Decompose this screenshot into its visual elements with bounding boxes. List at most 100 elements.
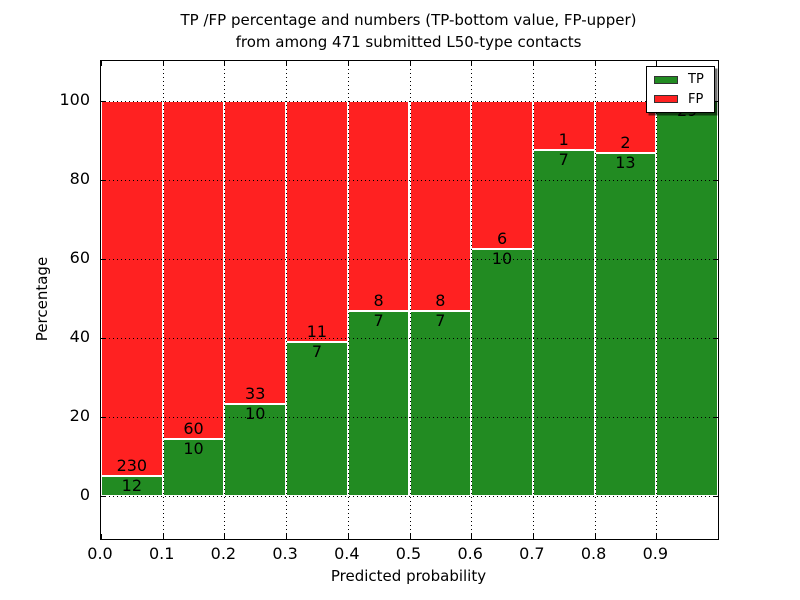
fp-color-swatch xyxy=(654,95,678,104)
gridline-vertical xyxy=(594,61,596,539)
tp-count-label: 10 xyxy=(491,248,513,268)
x-tick-label: 0.3 xyxy=(272,544,298,563)
bar-segment-fp xyxy=(471,100,533,249)
fp-count-label: 8 xyxy=(435,291,446,311)
bar-segment-tp xyxy=(224,403,287,496)
bar-segment-tp xyxy=(347,311,410,496)
bar-segment-tp xyxy=(656,100,718,496)
legend-label-tp: TP xyxy=(688,72,704,88)
y-tick-label: 80 xyxy=(69,168,90,188)
legend-item-tp: TP xyxy=(654,73,707,86)
bar-segment-fp xyxy=(347,100,410,312)
x-tick-mark xyxy=(532,534,534,539)
x-tick-mark xyxy=(347,534,349,539)
x-tick-label: 0.2 xyxy=(210,544,237,563)
tp-count-label: 7 xyxy=(311,341,323,361)
gridline-vertical xyxy=(409,61,411,539)
tp-count-label: 10 xyxy=(183,439,204,459)
y-tick-mark xyxy=(101,179,106,181)
x-tick-label: 0.9 xyxy=(642,544,669,563)
y-tick-mark xyxy=(101,258,106,260)
x-tick-mark xyxy=(101,534,102,539)
x-tick-mark xyxy=(594,534,596,539)
bar-segment-fp xyxy=(224,100,287,404)
bar-segment-fp xyxy=(409,100,472,312)
x-tick-label: 0.1 xyxy=(148,544,175,563)
x-tick-mark xyxy=(286,534,288,539)
y-tick-mark xyxy=(713,495,718,497)
gridline-vertical xyxy=(162,61,164,539)
x-axis-label: Predicted probability xyxy=(330,567,487,585)
bar-segment-tp xyxy=(162,439,225,496)
x-tick-mark xyxy=(656,534,658,539)
plot-area: 230126010331011787876101721329 xyxy=(100,60,719,540)
y-tick-label: 40 xyxy=(69,326,90,346)
gridline-vertical xyxy=(471,61,473,539)
x-tick-mark xyxy=(409,61,411,66)
x-tick-label: 0.8 xyxy=(580,544,607,563)
tp-color-swatch xyxy=(654,75,678,84)
x-tick-label: 0.6 xyxy=(457,544,483,563)
fp-count-label: 60 xyxy=(183,419,204,439)
y-tick-mark xyxy=(713,416,718,418)
legend-label-fp: FP xyxy=(688,91,704,107)
x-tick-mark xyxy=(594,61,596,66)
y-tick-mark xyxy=(101,100,106,102)
fp-count-label: 2 xyxy=(620,133,631,153)
x-tick-mark xyxy=(471,534,473,539)
bar-segment-fp xyxy=(532,100,595,150)
tp-count-label: 7 xyxy=(558,149,569,169)
fp-count-label: 6 xyxy=(496,228,508,248)
x-tick-mark xyxy=(532,61,534,66)
x-tick-label: 0.5 xyxy=(395,544,422,563)
x-tick-mark xyxy=(409,534,411,539)
x-tick-mark xyxy=(224,61,226,66)
x-tick-label: 0.0 xyxy=(87,544,113,563)
x-tick-mark xyxy=(101,61,102,66)
y-tick-mark xyxy=(713,337,718,339)
y-tick-mark xyxy=(713,100,718,102)
y-tick-mark xyxy=(713,179,718,181)
bar-segment-fp xyxy=(286,100,348,342)
chart-title-line1: TP /FP percentage and numbers (TP-bottom… xyxy=(180,11,637,29)
bar-segment-tp xyxy=(594,153,657,496)
tp-count-label: 12 xyxy=(121,475,143,495)
bar-segment-tp xyxy=(532,149,595,496)
bar-segment-tp xyxy=(286,341,348,496)
y-tick-label: 0 xyxy=(79,484,90,504)
fp-count-label: 1 xyxy=(558,129,569,149)
x-tick-mark xyxy=(656,61,658,66)
y-tick-mark xyxy=(713,258,718,260)
bar-segment-tp xyxy=(101,475,163,496)
chart-title-line2: from among 471 submitted L50-type contac… xyxy=(235,33,582,51)
y-tick-label: 100 xyxy=(59,89,90,109)
y-tick-mark xyxy=(101,495,106,497)
gridline-vertical xyxy=(347,61,349,539)
fp-count-label: 8 xyxy=(373,291,384,311)
bar-segment-fp xyxy=(101,100,163,476)
tp-count-label: 7 xyxy=(435,311,446,331)
x-tick-mark xyxy=(286,61,288,66)
gridline-vertical xyxy=(286,61,288,539)
legend-item-fp: FP xyxy=(654,93,707,106)
x-tick-label: 0.7 xyxy=(519,544,545,563)
x-tick-mark xyxy=(224,534,226,539)
tp-count-label: 7 xyxy=(373,311,384,331)
legend: TP FP xyxy=(646,66,715,113)
y-tick-label: 20 xyxy=(69,405,90,425)
tp-count-label: 10 xyxy=(245,403,266,423)
x-tick-label: 0.4 xyxy=(334,544,360,563)
chart-title: TP /FP percentage and numbers (TP-bottom… xyxy=(100,9,717,53)
gridline-vertical xyxy=(224,61,226,539)
y-tick-mark xyxy=(101,337,106,339)
bar-segment-tp xyxy=(471,248,533,496)
gridline-vertical xyxy=(532,61,534,539)
bar-segment-fp xyxy=(162,100,225,440)
fp-count-label: 33 xyxy=(245,383,266,403)
x-tick-mark xyxy=(162,534,164,539)
x-tick-mark xyxy=(347,61,349,66)
fp-count-label: 11 xyxy=(306,321,328,341)
y-tick-mark xyxy=(101,416,106,418)
tp-count-label: 13 xyxy=(615,153,636,173)
